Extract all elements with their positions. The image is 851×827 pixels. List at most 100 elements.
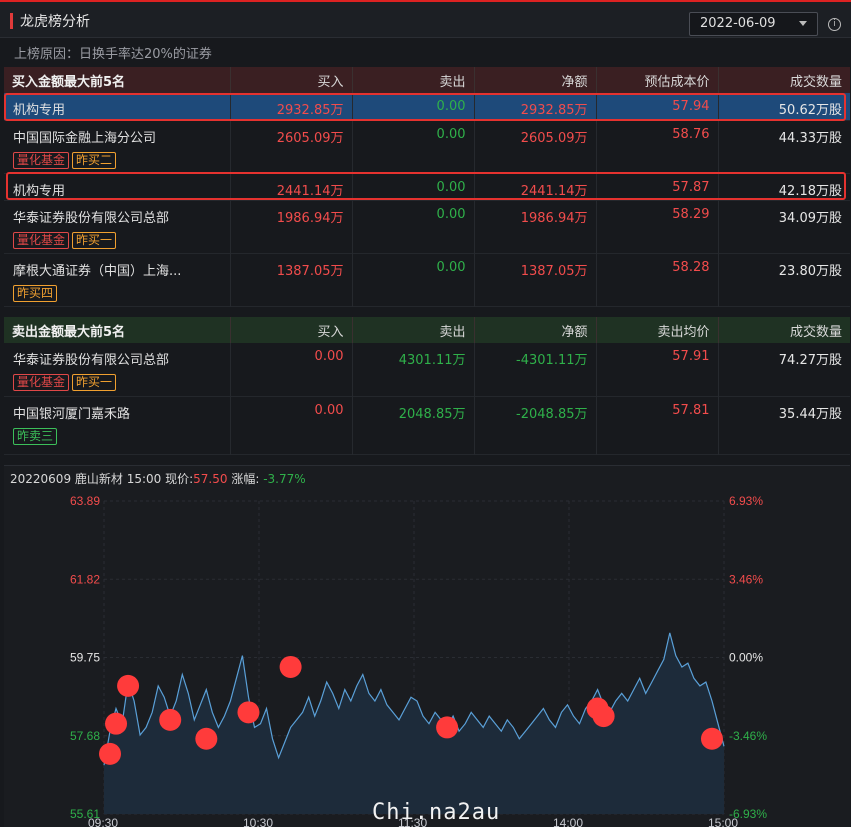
listing-reason: 上榜原因：日换手率达20%的证券 <box>14 47 212 62</box>
tag-quant-fund: 量化基金 <box>13 374 70 391</box>
trade-marker <box>237 701 260 724</box>
y-left-tick-label: 55.61 <box>70 807 100 821</box>
seat-name: 机构专用 <box>4 173 231 200</box>
col-avg-price[interactable]: 卖出均价 <box>596 317 719 343</box>
y-left-tick-label: 61.82 <box>70 572 100 586</box>
x-tick-label: 10:30 <box>243 816 273 827</box>
trade-marker <box>700 727 723 750</box>
tag-yesterday: 昨买一 <box>72 231 117 249</box>
table-row[interactable]: 中国银河厦门嘉禾路 昨卖三 0.00 2048.85万 -2048.85万 57… <box>4 396 850 454</box>
trade-marker <box>279 655 302 678</box>
y-right-tick-label: 0.00% <box>729 651 763 665</box>
table-row[interactable]: 机构专用 2441.14万 0.00 2441.14万 57.87 42.18万… <box>4 173 850 200</box>
buy-amount: 1387.05万 <box>230 253 353 306</box>
x-tick-label: 14:00 <box>553 816 583 827</box>
sell-table-header: 卖出金额最大前5名 买入 卖出 净额 卖出均价 成交数量 <box>4 317 850 343</box>
watermark: Chi.na2au <box>372 800 501 825</box>
tag-yesterday: 昨买二 <box>72 151 117 169</box>
volume: 74.27万股 <box>778 353 842 368</box>
seat-name: 华泰证券股份有限公司总部 <box>13 353 170 368</box>
col-volume[interactable]: 成交数量 <box>789 74 842 90</box>
seat-name: 中国国际金融上海分公司 <box>13 130 157 146</box>
date-select-value: 2022-06-09 <box>700 16 776 31</box>
col-volume[interactable]: 成交数量 <box>789 324 842 340</box>
table-row[interactable]: 中国国际金融上海分公司 量化基金 昨买二 2605.09万 0.00 2605.0… <box>4 120 850 173</box>
seat-name: 华泰证券股份有限公司总部 <box>13 210 170 226</box>
buy-amount: 2605.09万 <box>230 120 353 173</box>
table-row[interactable]: 华泰证券股份有限公司总部 量化基金 昨买一 0.00 4301.11万 -4301… <box>4 343 850 396</box>
title-accent-bar <box>10 13 13 29</box>
chevron-down-icon <box>799 21 807 26</box>
table-row[interactable]: 华泰证券股份有限公司总部 量化基金 昨买一 1986.94万 0.00 1986.… <box>4 200 850 253</box>
volume: 44.33万股 <box>778 130 842 146</box>
col-buy-top5: 买入金额最大前5名 <box>4 67 231 93</box>
net-amount: 2932.85万 <box>474 93 597 120</box>
sell-amount: 0.00 <box>352 173 475 200</box>
buy-amount: 0.00 <box>230 396 353 454</box>
net-amount: -4301.11万 <box>474 343 597 396</box>
cost-price: 58.28 <box>596 253 719 306</box>
col-sell-top5: 卖出金额最大前5名 <box>4 317 231 343</box>
sell-amount: 0.00 <box>352 120 475 173</box>
trade-marker <box>105 712 128 735</box>
panel-header: 龙虎榜分析 2022-06-09 i <box>0 0 851 38</box>
buy-amount: 0.00 <box>230 343 353 396</box>
buy-table: 买入金额最大前5名 买入 卖出 净额 预估成本价 成交数量 机构专用 2932.… <box>4 67 850 307</box>
trade-marker <box>592 705 615 728</box>
date-select[interactable]: 2022-06-09 <box>689 12 818 36</box>
price-area <box>104 632 724 814</box>
cost-price: 58.29 <box>596 200 719 253</box>
y-right-tick-label: -3.46% <box>729 729 767 743</box>
cost-price: 57.87 <box>596 173 719 200</box>
volume: 35.44万股 <box>778 406 842 422</box>
tag-quant-fund: 量化基金 <box>13 231 70 249</box>
info-icon[interactable]: i <box>828 18 841 31</box>
y-right-tick-label: 3.46% <box>729 572 763 586</box>
panel-title: 龙虎榜分析 <box>20 14 90 30</box>
y-right-tick-label: 6.93% <box>729 494 763 508</box>
volume: 50.62万股 <box>778 103 842 118</box>
y-left-tick-label: 63.89 <box>70 494 100 508</box>
seat-name: 中国银河厦门嘉禾路 <box>13 406 131 422</box>
net-amount: 1986.94万 <box>474 200 597 253</box>
buy-amount: 2441.14万 <box>230 173 353 200</box>
col-sell[interactable]: 卖出 <box>352 67 475 93</box>
tag-yesterday: 昨卖三 <box>13 427 58 445</box>
volume: 42.18万股 <box>778 183 842 199</box>
col-net[interactable]: 净额 <box>474 67 597 93</box>
change-label: 涨幅: <box>227 472 260 486</box>
buy-amount: 2932.85万 <box>230 93 353 120</box>
chart-header: 20220609 鹿山新材 15:00 现价:57.50 涨幅: -3.77% <box>10 470 306 487</box>
tag-quant-fund: 量化基金 <box>13 151 70 169</box>
price-line <box>103 632 725 766</box>
col-buy[interactable]: 买入 <box>230 67 353 93</box>
change-percent: -3.77% <box>263 472 306 486</box>
net-amount: 2605.09万 <box>474 120 597 173</box>
intraday-chart[interactable]: 63.89 61.82 59.75 57.68 55.61 6.93% 3.46% 0.00%… <box>4 466 850 827</box>
avg-price: 57.91 <box>596 343 719 396</box>
x-tick-label: 11:30 <box>398 816 427 827</box>
table-row[interactable]: 机构专用 2932.85万 0.00 2932.85万 57.94 50.62万… <box>4 93 850 120</box>
col-buy[interactable]: 买入 <box>230 317 353 343</box>
y-left-tick-label: 57.68 <box>70 729 100 743</box>
x-tick-label: 15:00 <box>708 816 738 827</box>
volume: 34.09万股 <box>778 210 842 226</box>
col-net[interactable]: 净额 <box>474 317 597 343</box>
trade-marker <box>159 708 182 731</box>
sell-amount: 0.00 <box>352 253 475 306</box>
net-amount: 1387.05万 <box>474 253 597 306</box>
y-right-tick-label: -6.93% <box>729 807 767 821</box>
col-sell[interactable]: 卖出 <box>352 317 475 343</box>
x-tick-label: 09:30 <box>88 816 118 827</box>
trade-marker <box>436 716 459 739</box>
trade-marker <box>117 674 140 697</box>
tag-yesterday: 昨买四 <box>13 284 58 302</box>
avg-price: 57.81 <box>596 396 719 454</box>
table-row[interactable]: 摩根大通证券（中国）上海... 昨买四 1387.05万 0.00 1387.0… <box>4 253 850 306</box>
sell-table: 卖出金额最大前5名 买入 卖出 净额 卖出均价 成交数量 华泰证券股份有限公司总… <box>4 317 850 455</box>
tag-yesterday: 昨买一 <box>72 374 117 391</box>
current-price: 57.50 <box>193 472 228 486</box>
col-cost-price[interactable]: 预估成本价 <box>596 67 719 93</box>
chart-title: 20220609 鹿山新材 15:00 现价: <box>10 472 194 486</box>
buy-table-header: 买入金额最大前5名 买入 卖出 净额 预估成本价 成交数量 <box>4 67 850 93</box>
